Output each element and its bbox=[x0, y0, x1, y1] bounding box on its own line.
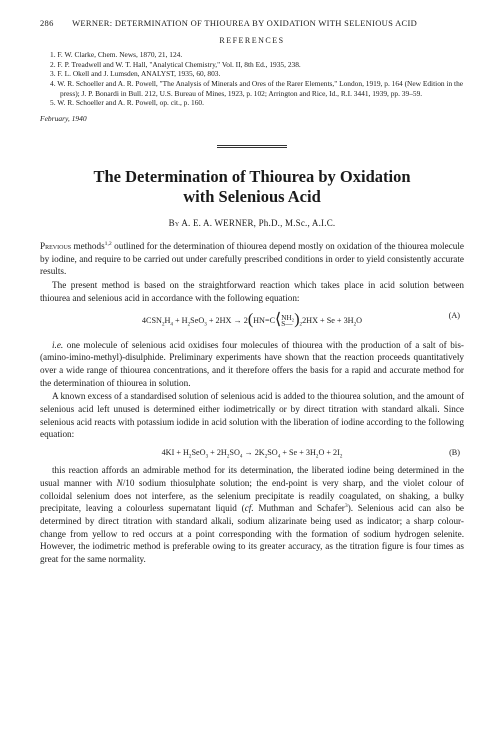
eqn-a-lhs: 4CSN2H4 + H2SeO3 + 2HX → 2 bbox=[142, 316, 248, 325]
eqn-a-group: NH₂S— bbox=[281, 315, 294, 329]
author-name: A. E. A. WERNER, bbox=[181, 218, 256, 228]
paragraph-1: Previous methods1,2 outlined for the det… bbox=[40, 240, 464, 278]
byline-prefix: By bbox=[169, 218, 180, 228]
eqn-a-rhs: 2HX + Se + 3H2O bbox=[302, 316, 362, 325]
reference-item: 2. F. P. Treadwell and W. T. Hall, "Anal… bbox=[50, 60, 464, 70]
eqn-b-label: (B) bbox=[449, 447, 460, 458]
paragraph-2: The present method is based on the strai… bbox=[40, 279, 464, 304]
article-body: Previous methods1,2 outlined for the det… bbox=[40, 240, 464, 566]
open-paren-icon: ( bbox=[248, 309, 253, 331]
paragraph-3: i.e. one molecule of selenious acid oxid… bbox=[40, 339, 464, 390]
references-heading: REFERENCES bbox=[40, 36, 464, 45]
close-paren-icon: ) bbox=[294, 309, 299, 331]
reference-item: 3. F. L. Okell and J. Lumsden, ANALYST, … bbox=[50, 69, 464, 79]
author-credentials: Ph.D., M.Sc., A.I.C. bbox=[259, 218, 336, 228]
reference-item: 1. F. W. Clarke, Chem. News, 1870, 21, 1… bbox=[50, 50, 464, 60]
page-header: 286 WERNER: DETERMINATION OF THIOUREA BY… bbox=[40, 18, 464, 28]
equation-a: 4CSN2H4 + H2SeO3 + 2HX → 2(HN=C⟨NH₂S—)22… bbox=[40, 310, 464, 332]
references-list: 1. F. W. Clarke, Chem. News, 1870, 21, 1… bbox=[50, 50, 464, 108]
article-date: February, 1940 bbox=[40, 114, 464, 123]
page-container: 286 WERNER: DETERMINATION OF THIOUREA BY… bbox=[0, 0, 500, 587]
eqn-b-text: 4KI + H2SeO3 + 2H2SO4 → 2K2SO4 + Se + 3H… bbox=[162, 448, 343, 457]
reference-item: 5. W. R. Schoeller and A. R. Powell, op.… bbox=[50, 98, 464, 108]
paragraph-4: A known excess of a standardised solutio… bbox=[40, 390, 464, 441]
page-number: 286 bbox=[40, 18, 54, 28]
title-line-1: The Determination of Thiourea by Oxidati… bbox=[93, 167, 410, 186]
eqn-a-mid: HN=C bbox=[253, 316, 275, 325]
article-title: The Determination of Thiourea by Oxidati… bbox=[50, 167, 454, 208]
section-rule bbox=[40, 135, 464, 153]
paragraph-5: this reaction affords an admirable metho… bbox=[40, 464, 464, 566]
title-line-2: with Selenious Acid bbox=[183, 187, 321, 206]
reference-item: 4. W. R. Schoeller and A. R. Powell, "Th… bbox=[50, 79, 464, 98]
byline: By A. E. A. WERNER, Ph.D., M.Sc., A.I.C. bbox=[40, 218, 464, 228]
eqn-a-label: (A) bbox=[449, 310, 460, 321]
lead-word: Previous bbox=[40, 241, 71, 251]
equation-b: 4KI + H2SeO3 + 2H2SO4 → 2K2SO4 + Se + 3H… bbox=[40, 447, 464, 458]
angle-open-icon: ⟨ bbox=[275, 309, 281, 331]
running-head: WERNER: DETERMINATION OF THIOUREA BY OXI… bbox=[72, 18, 417, 28]
